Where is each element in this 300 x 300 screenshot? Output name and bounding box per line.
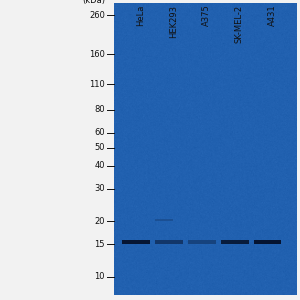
Text: A375: A375 xyxy=(202,4,211,26)
Text: 10: 10 xyxy=(94,272,105,281)
Text: 80: 80 xyxy=(94,105,105,114)
Text: 60: 60 xyxy=(94,128,105,137)
Bar xyxy=(122,240,150,244)
Text: 40: 40 xyxy=(94,161,105,170)
Text: 110: 110 xyxy=(89,80,105,89)
Bar xyxy=(155,218,173,221)
Bar xyxy=(254,240,281,244)
Text: 50: 50 xyxy=(94,143,105,152)
Text: (kDa): (kDa) xyxy=(82,0,105,4)
Text: 15: 15 xyxy=(94,240,105,249)
Bar xyxy=(188,240,216,244)
Text: 30: 30 xyxy=(94,184,105,193)
Text: SK-MEL-2: SK-MEL-2 xyxy=(235,4,244,43)
Text: 160: 160 xyxy=(89,50,105,58)
Bar xyxy=(155,240,183,244)
Text: HeLa: HeLa xyxy=(136,4,145,26)
Bar xyxy=(221,240,248,244)
Text: HEK293: HEK293 xyxy=(169,4,178,38)
Text: 260: 260 xyxy=(89,11,105,20)
Text: A431: A431 xyxy=(268,4,277,26)
Text: 20: 20 xyxy=(94,217,105,226)
